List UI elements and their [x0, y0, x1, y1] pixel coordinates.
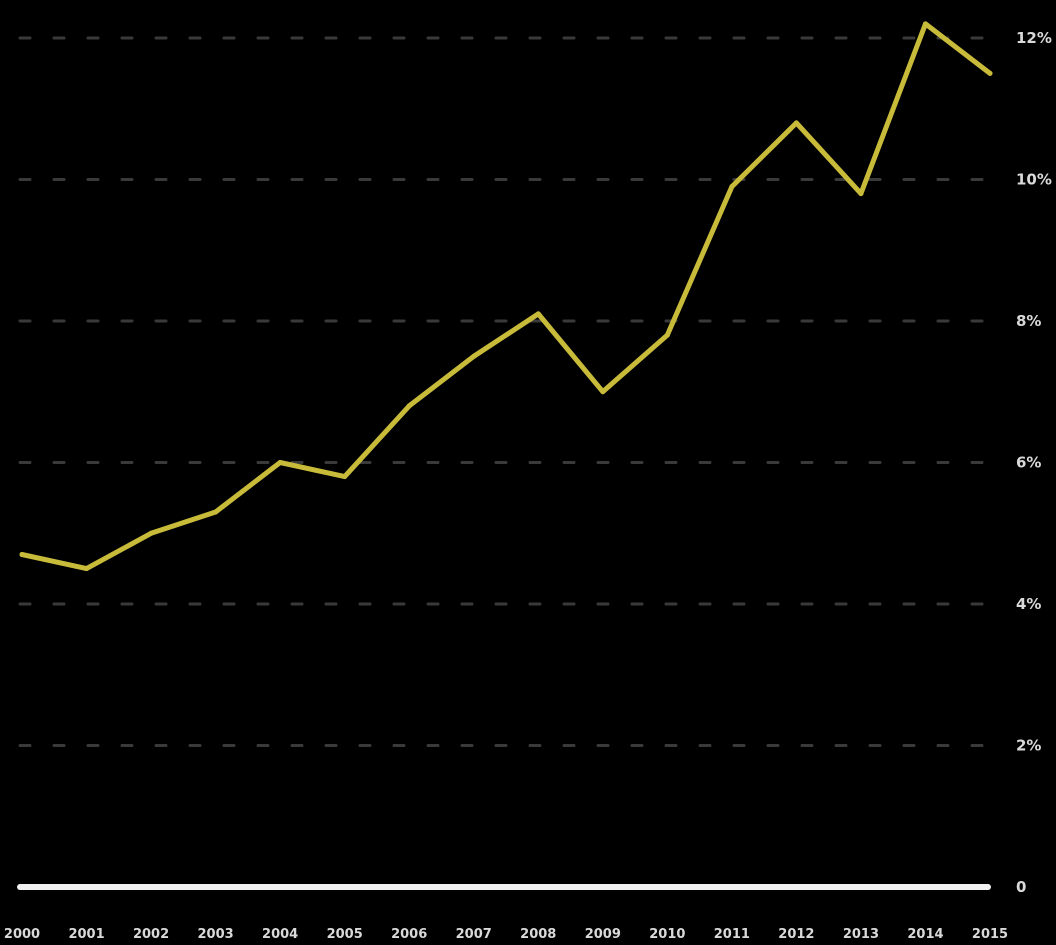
- data-point: [406, 403, 412, 409]
- x-tick-label: 2010: [649, 927, 685, 942]
- x-tick-label: 2013: [843, 927, 879, 942]
- series-line: [19, 21, 993, 572]
- data-point: [213, 509, 219, 515]
- data-point: [922, 21, 928, 27]
- data-point: [729, 184, 735, 190]
- y-axis-tick-labels: 0 2% 4% 6% 8% 10% 12%: [1016, 29, 1052, 896]
- x-tick-label: 2014: [907, 927, 943, 942]
- x-tick-label: 2005: [327, 927, 363, 942]
- x-tick-label: 2006: [391, 927, 427, 942]
- x-tick-label: 2001: [68, 927, 104, 942]
- data-point: [19, 551, 25, 557]
- gridlines: [18, 36, 990, 747]
- y-tick-label: 10%: [1016, 171, 1052, 189]
- x-tick-label: 2002: [133, 927, 169, 942]
- x-tick-label: 2007: [456, 927, 492, 942]
- x-tick-label: 2009: [585, 927, 621, 942]
- data-point: [84, 566, 90, 572]
- data-point: [535, 311, 541, 317]
- x-tick-label: 2003: [198, 927, 234, 942]
- x-tick-label: 2000: [4, 927, 40, 942]
- data-point: [664, 332, 670, 338]
- x-tick-label: 2012: [778, 927, 814, 942]
- data-point: [471, 353, 477, 359]
- data-point: [858, 191, 864, 197]
- y-tick-label: 6%: [1016, 454, 1041, 472]
- x-tick-label: 2004: [262, 927, 298, 942]
- x-tick-label: 2015: [972, 927, 1008, 942]
- y-tick-label: 12%: [1016, 29, 1052, 47]
- series-lines: [19, 21, 993, 572]
- x-tick-label: 2011: [714, 927, 750, 942]
- data-point: [987, 70, 993, 76]
- data-point: [793, 120, 799, 126]
- y-tick-label: 0: [1016, 878, 1026, 896]
- y-tick-label: 4%: [1016, 595, 1041, 613]
- x-tick-label: 2008: [520, 927, 556, 942]
- data-point: [600, 389, 606, 395]
- data-point: [277, 460, 283, 465]
- data-point: [342, 474, 348, 480]
- data-point: [148, 530, 154, 536]
- x-axis-tick-labels: 2000 2001 2002 2003 2004 2005 2006 2007 2008 2009…: [4, 927, 1008, 942]
- y-tick-label: 2%: [1016, 737, 1041, 755]
- y-tick-label: 8%: [1016, 312, 1041, 330]
